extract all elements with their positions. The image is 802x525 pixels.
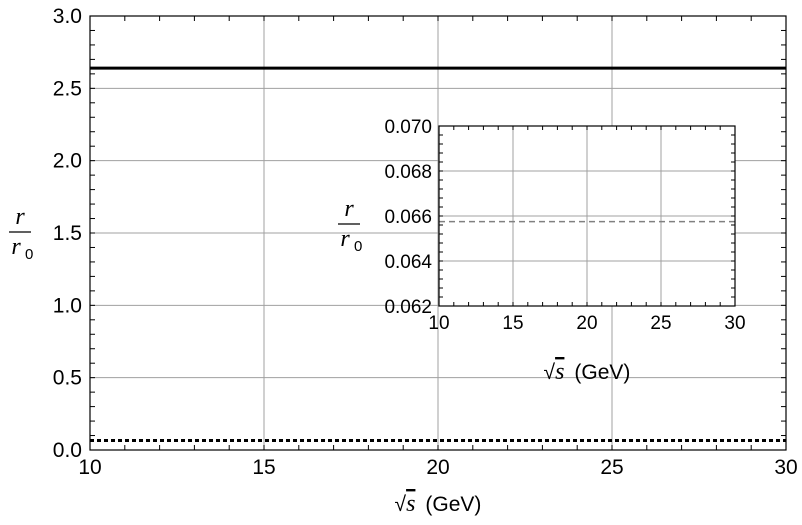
main-plot: 10 15 20 25 300.00.51.01.52.02.53.0√s (GeV)rr…: [9, 5, 798, 517]
x-tick-label: 10: [78, 456, 101, 479]
x-axis-label: √s (GeV): [544, 359, 631, 385]
sqrt-symbol: √: [544, 361, 556, 384]
y-label-numerator: r: [344, 196, 354, 222]
y-tick-label: 0.070: [384, 117, 432, 138]
x-axis-variable: s: [406, 491, 415, 517]
y-tick-label: 0.064: [384, 252, 432, 273]
x-tick-label: 25: [600, 456, 623, 479]
inset-plot: 10 15 20 25 30 0.062 0.064 0.066 0.068 0.070 √s (Ge…: [338, 117, 746, 385]
y-tick-label: 3.0: [53, 5, 82, 28]
y-label-denominator: r: [340, 226, 350, 252]
plot-frame: [89, 15, 787, 451]
x-tick-label: 30: [774, 456, 797, 479]
y-label-numerator: r: [15, 204, 25, 230]
y-tick-label: 1.5: [53, 222, 82, 245]
y-tick-label: 0.068: [384, 162, 432, 183]
x-tick-label: 15: [252, 456, 275, 479]
y-tick-label: 2.5: [53, 77, 82, 100]
x-tick-label: 30: [724, 313, 745, 334]
y-tick-label: 1.0: [53, 294, 82, 317]
x-tick-label: 20: [576, 313, 597, 334]
y-tick-label: 0.5: [53, 367, 82, 390]
y-tick-label: 0.0: [53, 439, 82, 462]
y-tick-label: 0.062: [384, 297, 432, 318]
y-label-subscript: 0: [354, 238, 362, 255]
y-tick-label: 0.066: [384, 207, 432, 228]
x-tick-label: 10: [428, 313, 449, 334]
x-tick-label: 25: [650, 313, 671, 334]
sqrt-symbol: √: [395, 493, 407, 516]
x-axis-unit: (GeV): [574, 361, 630, 384]
y-label-denominator: r: [11, 234, 21, 260]
y-tick-label: 2.0: [53, 150, 82, 173]
x-axis-unit: (GeV): [425, 493, 481, 516]
plot-frame: [438, 125, 736, 307]
x-tick-label: 20: [426, 456, 449, 479]
x-axis-label: √s (GeV): [395, 491, 482, 517]
x-axis-variable: s: [555, 359, 564, 385]
x-tick-label: 15: [502, 313, 523, 334]
y-label-subscript: 0: [25, 246, 33, 263]
